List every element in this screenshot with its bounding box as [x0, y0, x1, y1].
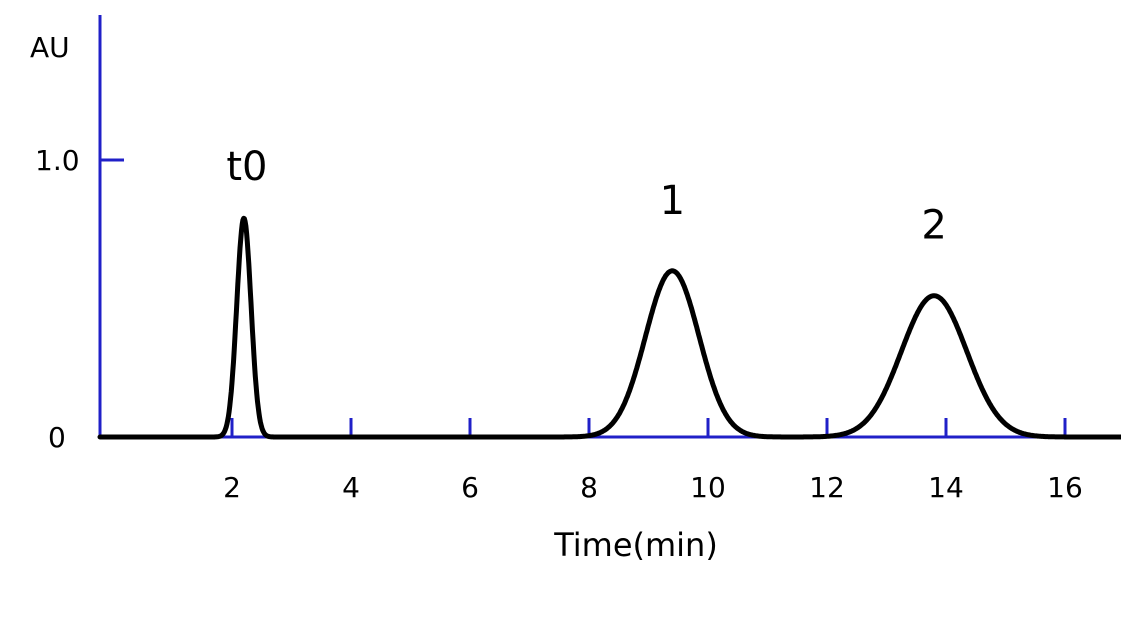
x-tick-label: 4	[342, 471, 360, 504]
x-tick-label: 14	[928, 471, 964, 504]
peak-label: t0	[226, 144, 267, 190]
x-tick-label: 6	[461, 471, 479, 504]
peak-label: 2	[921, 203, 946, 249]
y-tick-label: 0	[48, 421, 66, 454]
peak-label: 1	[660, 178, 685, 224]
x-tick-label: 8	[580, 471, 598, 504]
y-tick-label: 1.0	[35, 144, 80, 177]
x-tick-label: 10	[690, 471, 726, 504]
x-tick-label: 16	[1047, 471, 1083, 504]
x-axis-label: Time(min)	[553, 526, 718, 564]
x-tick-label: 2	[223, 471, 241, 504]
chromatogram-trace	[97, 215, 1121, 440]
y-axis-label: AU	[30, 31, 70, 64]
peak-labels: t0 1 2	[226, 144, 946, 249]
x-tick-label: 12	[809, 471, 845, 504]
y-ticks: 01.0	[35, 144, 124, 454]
x-ticks: 2 4 6 8 10 12 14 16	[223, 418, 1083, 504]
